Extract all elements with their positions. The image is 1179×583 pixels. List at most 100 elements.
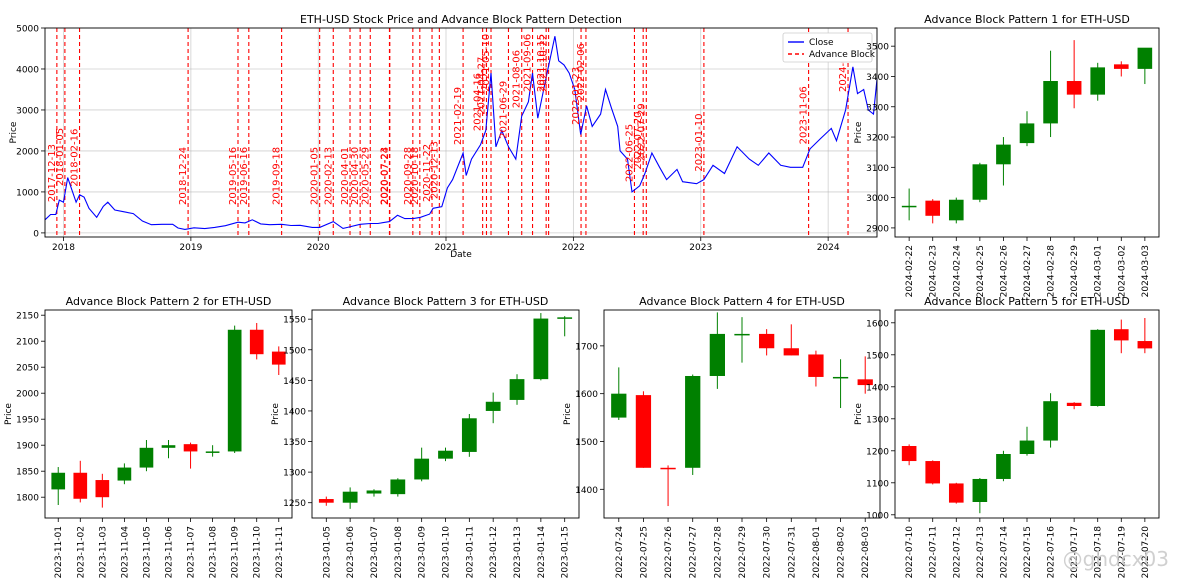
y-tick-label: 3300 xyxy=(866,103,889,113)
marker-date-label: 2021-08-06 xyxy=(512,50,523,108)
x-tick-label: 2023-01-10 xyxy=(442,526,452,579)
x-tick-label: 2024-03-03 xyxy=(1141,245,1151,297)
candle-body-up xyxy=(533,318,549,380)
x-tick-label: 2022-07-16 xyxy=(1047,526,1057,579)
x-tick-label: 2022-07-17 xyxy=(1070,526,1080,578)
y-tick-label: 1350 xyxy=(283,438,306,448)
y-tick-label: 1100 xyxy=(866,479,889,489)
candle-body-down xyxy=(925,200,941,216)
panel-title: Advance Block Pattern 5 for ETH-USD xyxy=(924,295,1130,308)
marker-date-label: 2021-06-29 xyxy=(498,81,509,139)
y-tick-label: 1600 xyxy=(575,390,598,400)
x-tick-label: 2024-03-01 xyxy=(1094,245,1104,297)
panel-frame xyxy=(894,309,1160,519)
y-tick-label: 1500 xyxy=(575,438,598,448)
legend: Close Advance Block xyxy=(782,32,876,63)
y-tick-label: 0 xyxy=(33,229,39,239)
x-tick-label: 2024-02-24 xyxy=(952,245,962,298)
y-tick-label: 3000 xyxy=(866,194,889,204)
candle-body-up xyxy=(342,491,358,503)
candle-body-up xyxy=(1019,440,1035,454)
candle-body-down xyxy=(1113,64,1129,69)
marker-date-label: 2023-11-06 xyxy=(799,86,810,144)
candle-body-up xyxy=(685,375,701,468)
x-tick-label: 2023-01-08 xyxy=(394,526,404,579)
y-tick-label: 1300 xyxy=(283,469,306,479)
x-tick-label: 2022-07-24 xyxy=(615,526,625,579)
y-tick-label: 2100 xyxy=(16,338,39,348)
y-axis-label: Price xyxy=(854,403,864,425)
x-tick-label: 2022-07-26 xyxy=(664,526,674,579)
x-tick-label: 2023-11-09 xyxy=(231,526,241,579)
candle-body-up xyxy=(205,451,220,453)
x-tick-label: 2022-07-15 xyxy=(1023,526,1033,578)
x-tick-label: 2022-07-10 xyxy=(905,526,915,579)
x-tick-label: 2022-07-31 xyxy=(787,526,797,578)
legend-label-close: Close xyxy=(809,38,834,48)
candle-body-up xyxy=(972,478,988,502)
candle-body-up xyxy=(461,418,477,452)
main-plot-frame xyxy=(44,27,878,238)
marker-date-label: 2020-07-23 xyxy=(379,147,390,205)
candlestick-chart-4: 1400 1500 1600 1700 2022-07-24 2022-07-25 2022… xyxy=(563,295,881,579)
marker-date-label: 2018-12-24 xyxy=(178,147,189,205)
marker-date-label: 2022-06-25 xyxy=(624,124,635,182)
x-tick-label: 2023 xyxy=(689,243,712,253)
y-tick-label: 1250 xyxy=(283,499,306,509)
panel-title: Advance Block Pattern 2 for ETH-USD xyxy=(66,295,272,308)
candle-body-up xyxy=(1090,329,1106,406)
candle-body-up xyxy=(972,164,988,200)
candle-body-down xyxy=(1113,329,1129,341)
candle-body-up xyxy=(161,445,176,448)
y-tick-label: 3100 xyxy=(866,164,889,174)
marker-date-label: 2023-01-10 xyxy=(694,114,705,172)
y-tick-label: 2000 xyxy=(16,390,39,400)
y-axis-label: Price xyxy=(4,403,14,425)
marker-date-label: 2024-02-27 xyxy=(838,34,849,92)
candle-body-down xyxy=(95,480,110,498)
x-axis-label: Date xyxy=(450,250,472,260)
y-tick-label: 1950 xyxy=(16,416,39,426)
marker-date-label: 2017-12-13 xyxy=(47,144,58,202)
marker-date-label: 2020-05-29 xyxy=(360,147,371,205)
candle-body-down xyxy=(73,472,88,499)
x-tick-label: 2023-11-10 xyxy=(253,526,263,579)
y-tick-label: 2900 xyxy=(866,224,889,234)
candle-body-up xyxy=(1137,47,1153,69)
y-tick-label: 1600 xyxy=(866,319,889,329)
x-tick-label: 2022-08-01 xyxy=(812,526,822,578)
y-tick-label: 1800 xyxy=(16,494,39,504)
candle-body-down xyxy=(318,499,334,503)
x-tick-label: 2022-07-27 xyxy=(689,526,699,578)
candle-body-down xyxy=(271,351,286,365)
candle-body-down xyxy=(1137,341,1153,349)
x-tick-label: 2024-02-29 xyxy=(1070,245,1080,298)
candle-body-down xyxy=(808,354,824,377)
candle-body-down xyxy=(1066,81,1082,95)
marker-date-label: 2020-09-28 xyxy=(403,147,414,205)
x-tick-label: 2022-07-19 xyxy=(1117,526,1127,579)
x-tick-label: 2023-01-09 xyxy=(418,526,428,579)
marker-date-label: 2020-04-30 xyxy=(350,147,361,205)
x-tick-label: 2023-11-06 xyxy=(165,526,175,579)
candle-body-down xyxy=(925,461,941,484)
x-tick-label: 2024-02-28 xyxy=(1047,245,1057,298)
candle-body-up xyxy=(139,447,154,468)
marker-date-label: 2020-04-01 xyxy=(340,147,351,205)
y-tick-label: 1200 xyxy=(866,447,889,457)
candlestick-chart-2: 1800 1850 1900 1950 2000 2050 2100 2150 2023-11-… xyxy=(4,295,293,579)
x-tick-label: 2022-07-13 xyxy=(976,526,986,578)
marker-date-label: 2021-09-06 xyxy=(523,34,534,92)
candle-body-down xyxy=(1066,402,1082,406)
x-tick-label: 2022-07-25 xyxy=(639,526,649,578)
candle-body-up xyxy=(1043,81,1058,124)
y-tick-label: 1300 xyxy=(866,415,889,425)
y-tick-label: 1500 xyxy=(283,346,306,356)
candle-body-up xyxy=(51,472,66,490)
marker-date-label: 2021-05-10 xyxy=(481,34,492,92)
x-tick-label: 2022-07-20 xyxy=(1141,526,1151,579)
y-axis-label: Price xyxy=(271,403,281,425)
x-tick-label: 2023-01-11 xyxy=(465,526,475,578)
candle-body-up xyxy=(611,393,627,418)
